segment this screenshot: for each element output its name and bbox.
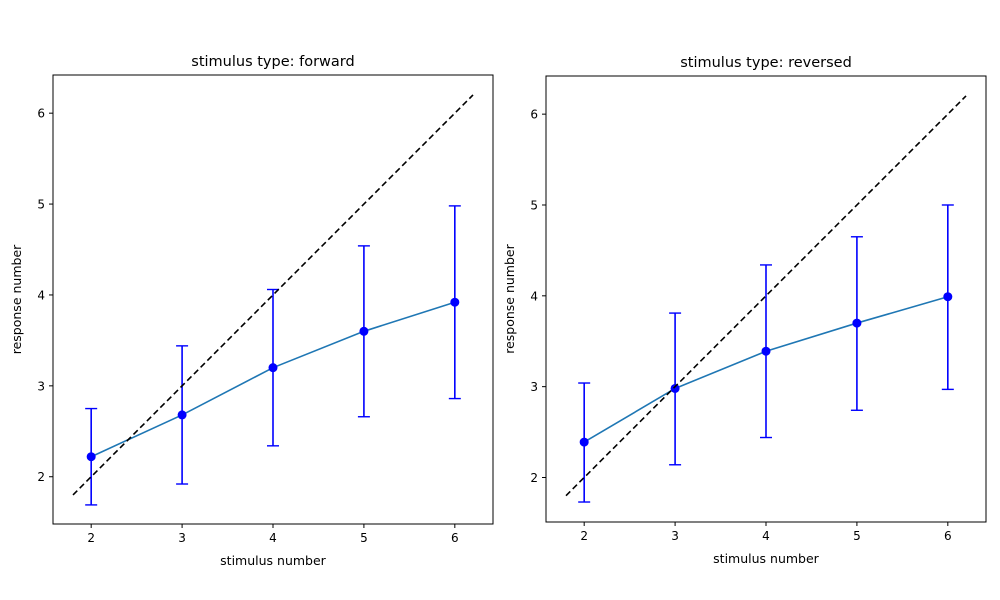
panel-2-identity-reference-line: [565, 95, 967, 497]
panel-1-data-point-6: [450, 297, 460, 307]
panel-1-y-tick-label-2: 2: [37, 470, 45, 484]
panel-2-title: stimulus type: reversed: [680, 55, 852, 71]
panel-1-y-tick-label-3: 3: [37, 379, 45, 393]
panel-2-x-tick-label-2: 2: [580, 529, 588, 543]
panel-2-x-tick-label-5: 5: [853, 529, 861, 543]
panel-1-plot-frame: [52, 74, 494, 525]
panel-1-y-tick-label-6: 6: [37, 107, 45, 121]
panel-1-y-axis-label: response number: [9, 244, 24, 354]
panel-2-data-point-6: [943, 292, 953, 302]
panel-1-x-tick-label-2: 2: [87, 531, 95, 545]
panel-2-y-tick-label-6: 6: [530, 108, 538, 122]
panel-2-data-point-4: [761, 346, 771, 356]
panel-2-data-point-3: [670, 383, 680, 393]
panel-2-x-tick-label-3: 3: [671, 529, 679, 543]
panel-1-data-point-3: [177, 410, 187, 420]
panel-2-y-axis-label: response number: [502, 243, 517, 353]
panel-2-x-tick-label-4: 4: [762, 529, 770, 543]
panel-2-x-tick-label-6: 6: [944, 529, 952, 543]
panel-2-y-tick-label-3: 3: [530, 380, 538, 394]
panel-1-identity-reference-line: [72, 94, 474, 496]
panel-1-x-tick-label-4: 4: [269, 531, 277, 545]
panel-1-y-tick-label-4: 4: [37, 288, 45, 302]
panel-1-data-point-5: [359, 326, 369, 336]
panel-1-x-tick-label-6: 6: [451, 531, 459, 545]
panel-2-y-tick-label-5: 5: [530, 198, 538, 212]
panel-2: stimulus type: reversed 2 3 4 5 6 2 3 4 5 6 stimulu…: [502, 55, 987, 566]
panel-1-x-axis-label: stimulus number: [220, 553, 327, 568]
panel-1-title: stimulus type: forward: [191, 54, 354, 70]
panel-2-y-tick-label-2: 2: [530, 471, 538, 485]
panel-1-y-tick-label-5: 5: [37, 198, 45, 212]
panel-2-data-point-2: [579, 437, 589, 447]
panel-1-data-point-4: [268, 363, 278, 373]
panel-2-plot-frame: [545, 75, 987, 523]
panel-2-data-point-5: [852, 318, 862, 328]
panel-2-y-tick-label-4: 4: [530, 289, 538, 303]
panel-2-x-axis-label: stimulus number: [713, 551, 820, 566]
panel-1: stimulus type: forward 2 3 4 5 6 2 3 4 5 6 stimulus…: [9, 54, 494, 568]
panel-1-x-tick-label-3: 3: [178, 531, 186, 545]
panel-1-x-tick-label-5: 5: [360, 531, 368, 545]
panel-1-data-point-2: [86, 452, 96, 462]
